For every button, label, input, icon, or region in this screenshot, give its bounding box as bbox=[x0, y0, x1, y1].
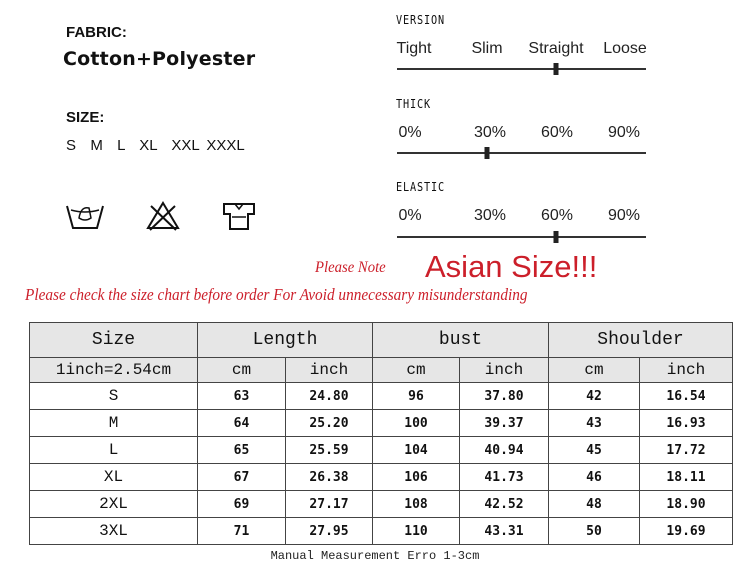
value-cell: 41.73 bbox=[459, 463, 549, 491]
elastic-label-60: 60% bbox=[540, 207, 574, 224]
value-cell: 19.69 bbox=[639, 517, 733, 545]
elastic-title: ELASTIC bbox=[396, 180, 445, 194]
size-cell: M bbox=[29, 409, 198, 437]
hand-wash-icon bbox=[66, 205, 104, 229]
value-cell: 42.52 bbox=[459, 490, 549, 518]
version-label-loose: Loose bbox=[603, 40, 647, 57]
size-label: SIZE: bbox=[66, 109, 105, 126]
value-cell: 69 bbox=[197, 490, 286, 518]
value-cell: 104 bbox=[372, 436, 460, 464]
asian-size-headline: Asian Size!!! bbox=[425, 249, 598, 284]
table-row: S 63 24.80 96 37.80 42 16.54 bbox=[29, 382, 733, 410]
value-cell: 108 bbox=[372, 490, 460, 518]
subheader-conversion: 1inch=2.54cm bbox=[29, 357, 198, 383]
thick-label-0: 0% bbox=[398, 124, 422, 141]
version-label-slim: Slim bbox=[471, 40, 503, 57]
value-cell: 106 bbox=[372, 463, 460, 491]
subheader-shoulder-inch: inch bbox=[639, 357, 733, 383]
elastic-marker bbox=[553, 231, 559, 243]
elastic-label-30: 30% bbox=[473, 207, 507, 224]
value-cell: 26.38 bbox=[285, 463, 373, 491]
version-label-straight: Straight bbox=[528, 40, 584, 57]
table-subheader-row: 1inch=2.54cm cm inch cm inch cm inch bbox=[29, 357, 733, 383]
subheader-bust-inch: inch bbox=[459, 357, 549, 383]
version-marker bbox=[553, 63, 559, 75]
value-cell: 39.37 bbox=[459, 409, 549, 437]
elastic-track bbox=[397, 236, 646, 238]
value-cell: 27.17 bbox=[285, 490, 373, 518]
value-cell: 25.59 bbox=[285, 436, 373, 464]
subheader-bust-cm: cm bbox=[372, 357, 460, 383]
value-cell: 43 bbox=[548, 409, 640, 437]
tshirt-icon bbox=[223, 203, 255, 230]
value-cell: 96 bbox=[372, 382, 460, 410]
version-title: VERSION bbox=[396, 13, 445, 27]
value-cell: 64 bbox=[197, 409, 286, 437]
value-cell: 71 bbox=[197, 517, 286, 545]
value-cell: 27.95 bbox=[285, 517, 373, 545]
size-chart-table: Size Length bust Shoulder 1inch=2.54cm c… bbox=[29, 322, 733, 545]
table-row: 2XL 69 27.17 108 42.52 48 18.90 bbox=[29, 490, 733, 518]
header-size: Size bbox=[29, 322, 198, 358]
value-cell: 45 bbox=[548, 436, 640, 464]
size-value: S M L XL XXL XXXL bbox=[66, 137, 245, 154]
elastic-label-0: 0% bbox=[398, 207, 422, 224]
measurement-footnote: Manual Measurement Erro 1-3cm bbox=[270, 549, 480, 563]
thick-marker bbox=[484, 147, 490, 159]
value-cell: 25.20 bbox=[285, 409, 373, 437]
value-cell: 16.54 bbox=[639, 382, 733, 410]
value-cell: 42 bbox=[548, 382, 640, 410]
table-row: M 64 25.20 100 39.37 43 16.93 bbox=[29, 409, 733, 437]
value-cell: 50 bbox=[548, 517, 640, 545]
value-cell: 110 bbox=[372, 517, 460, 545]
subheader-length-cm: cm bbox=[197, 357, 286, 383]
thick-track bbox=[397, 152, 646, 154]
value-cell: 16.93 bbox=[639, 409, 733, 437]
thick-label-90: 90% bbox=[607, 124, 641, 141]
size-cell: L bbox=[29, 436, 198, 464]
value-cell: 46 bbox=[548, 463, 640, 491]
value-cell: 24.80 bbox=[285, 382, 373, 410]
subheader-length-inch: inch bbox=[285, 357, 373, 383]
value-cell: 40.94 bbox=[459, 436, 549, 464]
subheader-shoulder-cm: cm bbox=[548, 357, 640, 383]
header-bust: bust bbox=[372, 322, 549, 358]
size-chart-notice: Please check the size chart before order… bbox=[25, 285, 528, 304]
value-cell: 43.31 bbox=[459, 517, 549, 545]
value-cell: 18.90 bbox=[639, 490, 733, 518]
value-cell: 37.80 bbox=[459, 382, 549, 410]
table-row: XL 67 26.38 106 41.73 46 18.11 bbox=[29, 463, 733, 491]
value-cell: 67 bbox=[197, 463, 286, 491]
size-cell: 2XL bbox=[29, 490, 198, 518]
please-note-text: Please Note bbox=[315, 259, 386, 276]
table-header-row: Size Length bust Shoulder bbox=[29, 322, 733, 358]
version-track bbox=[397, 68, 646, 70]
value-cell: 17.72 bbox=[639, 436, 733, 464]
value-cell: 18.11 bbox=[639, 463, 733, 491]
thick-label-30: 30% bbox=[473, 124, 507, 141]
fabric-label: FABRIC: bbox=[66, 24, 127, 41]
table-row: 3XL 71 27.95 110 43.31 50 19.69 bbox=[29, 517, 733, 545]
value-cell: 65 bbox=[197, 436, 286, 464]
thick-label-60: 60% bbox=[540, 124, 574, 141]
do-not-bleach-icon bbox=[146, 201, 180, 231]
value-cell: 63 bbox=[197, 382, 286, 410]
header-shoulder: Shoulder bbox=[548, 322, 733, 358]
size-cell: XL bbox=[29, 463, 198, 491]
table-row: L 65 25.59 104 40.94 45 17.72 bbox=[29, 436, 733, 464]
size-cell: S bbox=[29, 382, 198, 410]
fabric-value: Cotton+Polyester bbox=[63, 48, 256, 70]
value-cell: 48 bbox=[548, 490, 640, 518]
version-label-tight: Tight bbox=[396, 40, 432, 57]
value-cell: 100 bbox=[372, 409, 460, 437]
elastic-label-90: 90% bbox=[607, 207, 641, 224]
thick-title: THICK bbox=[396, 97, 431, 111]
header-length: Length bbox=[197, 322, 373, 358]
size-cell: 3XL bbox=[29, 517, 198, 545]
